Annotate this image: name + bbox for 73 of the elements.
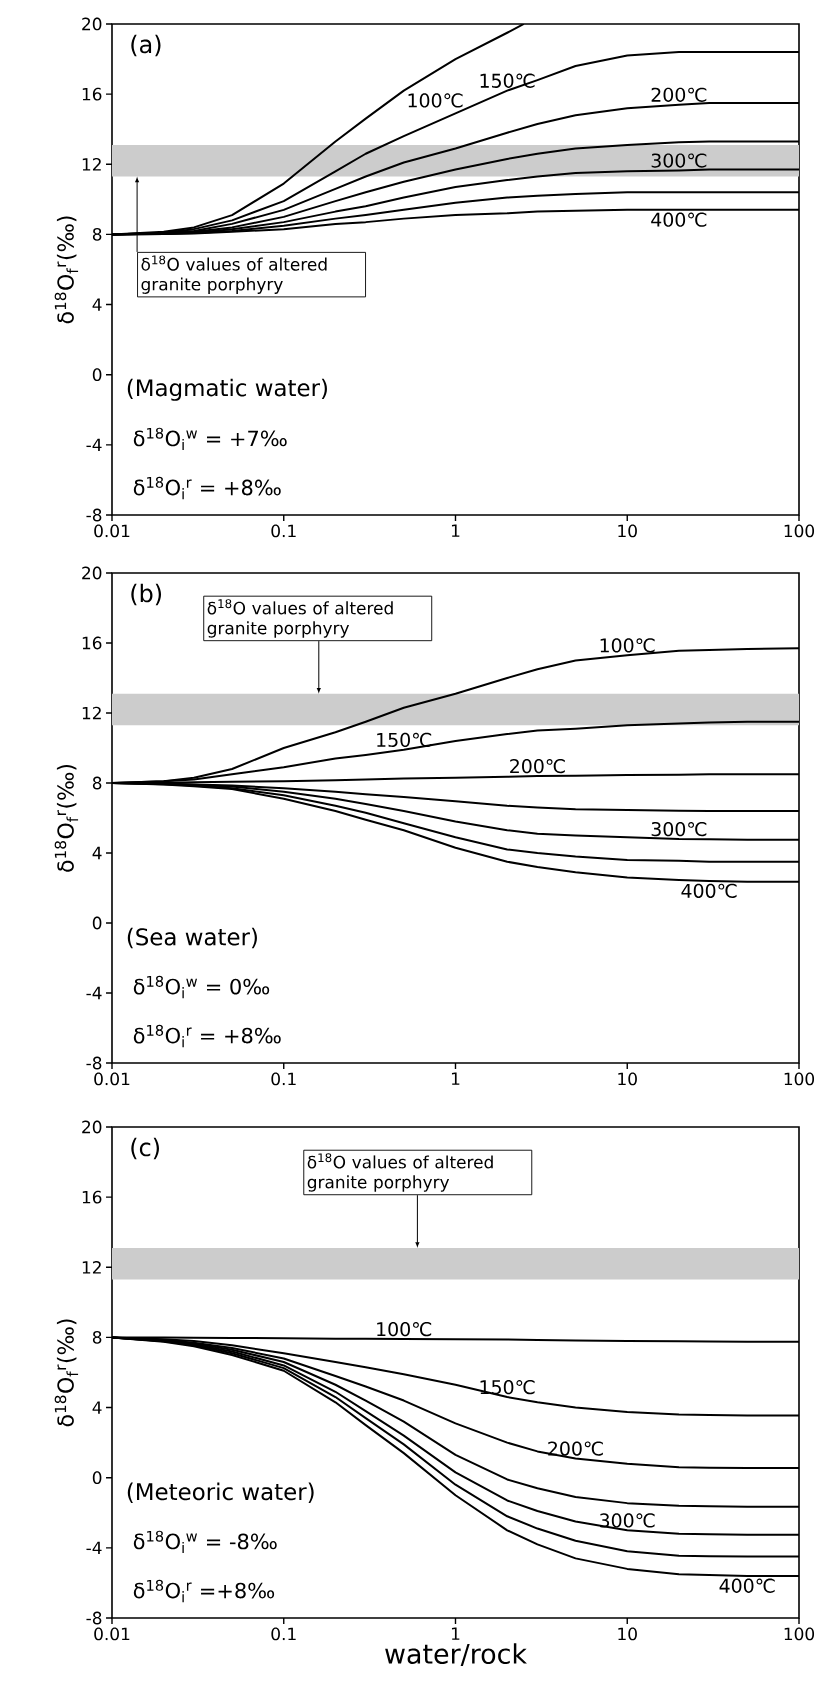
- series-label: 300℃: [599, 1513, 655, 1528]
- y-tick-label: 12: [82, 1260, 101, 1274]
- x-tick-label: 0.1: [271, 524, 296, 538]
- y-axis-title: δ$^{18}$O$_{f}$$^{r}$(‰): [54, 764, 79, 872]
- x-tick-label: 0.1: [271, 1627, 296, 1641]
- band-label: δ$^{18}$O values of altered granite porphyry: [141, 255, 327, 294]
- series-label: 150℃: [480, 1380, 535, 1395]
- x-tick-label: 0.01: [94, 1072, 130, 1086]
- chart-title: (a): [131, 34, 161, 57]
- y-tick-label: 20: [82, 566, 102, 580]
- series-label: 150℃: [377, 732, 432, 748]
- annotation: (Magmatic water): [127, 378, 327, 401]
- annotation: δ$^{18}$O$_{i}$$^{w}$ = +7‰: [133, 427, 287, 451]
- x-tick-label: 0.01: [94, 1627, 130, 1641]
- y-tick-label: 12: [82, 157, 101, 171]
- y-tick-label: -4: [86, 438, 102, 452]
- x-tick-label: 0.1: [271, 1072, 296, 1086]
- y-tick-label: 8: [92, 227, 102, 241]
- chart-title: (b): [131, 583, 162, 606]
- annotation: δ$^{18}$O$_{i}$$^{w}$ = 0‰: [133, 975, 270, 999]
- x-tick-label: 1: [451, 524, 460, 537]
- x-tick-label: 0.01: [94, 524, 130, 538]
- y-tick-label: 16: [82, 87, 102, 101]
- y-axis-title: δ$^{18}$O$_{f}$$^{r}$(‰): [54, 216, 79, 324]
- series-label: 300℃: [651, 153, 707, 168]
- y-tick-label: -8: [86, 1611, 102, 1625]
- annotation: δ$^{18}$O$_{i}$$^{r}$ = +8‰: [133, 476, 281, 500]
- series-label: 400℃: [719, 1578, 775, 1593]
- series-label: 400℃: [651, 212, 707, 227]
- x-tick-label: 1: [451, 1627, 460, 1640]
- y-tick-label: 16: [82, 636, 102, 650]
- y-axis-title: δ$^{18}$O$_{f}$$^{r}$(‰): [54, 1319, 79, 1427]
- y-tick-label: -8: [86, 508, 102, 522]
- series-label: 100℃: [408, 93, 463, 108]
- band-label: δ$^{18}$O values of altered granite porphyry: [307, 1153, 493, 1192]
- x-tick-label: 100: [784, 524, 815, 538]
- x-tick-label: 10: [618, 1072, 637, 1086]
- annotation: δ$^{18}$O$_{i}$$^{w}$ = -8‰: [133, 1530, 277, 1554]
- y-tick-label: -4: [86, 986, 102, 1000]
- y-tick-label: 0: [92, 1471, 102, 1485]
- x-tick-label: 10: [618, 524, 637, 538]
- y-tick-label: 20: [82, 1120, 102, 1134]
- chart-title: (c): [131, 1137, 159, 1160]
- band-label: δ$^{18}$O values of altered granite porphyry: [207, 599, 393, 638]
- y-tick-label: -4: [86, 1541, 102, 1555]
- x-tick-label: 1: [451, 1072, 460, 1085]
- y-tick-label: 4: [92, 1401, 102, 1414]
- y-tick-label: 12: [82, 706, 101, 720]
- y-tick-label: 4: [92, 298, 102, 311]
- annotation: (Sea water): [127, 927, 257, 949]
- x-tick-label: 100: [784, 1627, 815, 1641]
- x-tick-label: 100: [784, 1072, 815, 1086]
- series-label: 200℃: [651, 87, 707, 102]
- y-tick-label: 0: [92, 916, 102, 930]
- y-tick-label: 8: [92, 776, 102, 790]
- y-tick-label: 8: [92, 1331, 102, 1344]
- y-tick-label: 20: [82, 17, 102, 31]
- series-label: 200℃: [510, 758, 565, 774]
- x-axis-title: water/rock: [385, 1643, 527, 1667]
- y-tick-label: -8: [86, 1056, 102, 1070]
- series-label: 300℃: [651, 821, 707, 837]
- series-label: 100℃: [377, 1321, 432, 1337]
- series-label: 400℃: [681, 883, 737, 898]
- y-tick-label: 4: [92, 846, 102, 860]
- annotation: δ$^{18}$O$_{i}$$^{r}$ =+8‰: [133, 1579, 275, 1603]
- series-label: 200℃: [548, 1441, 603, 1456]
- annotation: δ$^{18}$O$_{i}$$^{r}$ = +8‰: [133, 1024, 281, 1048]
- annotation: (Meteoric water): [127, 1482, 314, 1503]
- y-tick-label: 16: [82, 1190, 102, 1204]
- y-tick-label: 0: [92, 368, 102, 382]
- x-tick-label: 10: [618, 1627, 637, 1641]
- series-label: 150℃: [480, 73, 535, 88]
- series-label: 100℃: [600, 638, 655, 653]
